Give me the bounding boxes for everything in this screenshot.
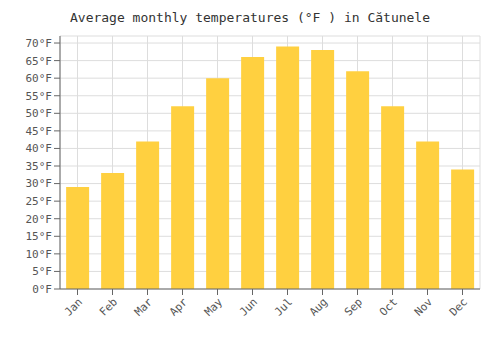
svg-text:Jan: Jan xyxy=(62,295,85,318)
svg-text:Feb: Feb xyxy=(97,295,120,318)
svg-text:15°F: 15°F xyxy=(26,230,53,243)
svg-text:20°F: 20°F xyxy=(26,213,53,226)
svg-text:55°F: 55°F xyxy=(26,90,53,103)
svg-text:Dec: Dec xyxy=(447,295,470,318)
svg-text:5°F: 5°F xyxy=(32,265,52,278)
svg-text:Jun: Jun xyxy=(237,295,260,318)
svg-text:25°F: 25°F xyxy=(26,195,53,208)
svg-text:Apr: Apr xyxy=(167,295,191,319)
svg-text:Oct: Oct xyxy=(377,295,400,318)
html-text:Average monthly temperatures (: Average monthly temperatures (°F ) in Că… xyxy=(70,10,430,25)
svg-text:35°F: 35°F xyxy=(26,160,53,173)
svg-text:50°F: 50°F xyxy=(26,107,53,120)
svg-text:Nov: Nov xyxy=(412,295,436,319)
svg-text:0°F: 0°F xyxy=(32,283,52,296)
svg-text:60°F: 60°F xyxy=(26,72,53,85)
svg-text:65°F: 65°F xyxy=(26,55,53,68)
svg-text:45°F: 45°F xyxy=(26,125,53,138)
svg-text:30°F: 30°F xyxy=(26,177,53,190)
svg-text:10°F: 10°F xyxy=(26,248,53,261)
svg-text:40°F: 40°F xyxy=(26,142,53,155)
svg-text:May: May xyxy=(202,295,226,319)
svg-text:Jul: Jul xyxy=(272,295,295,318)
svg-text:70°F: 70°F xyxy=(26,37,53,50)
svg-text:Mar: Mar xyxy=(132,295,156,319)
svg-text:Aug: Aug xyxy=(307,295,330,318)
svg-text:Sep: Sep xyxy=(342,295,365,318)
